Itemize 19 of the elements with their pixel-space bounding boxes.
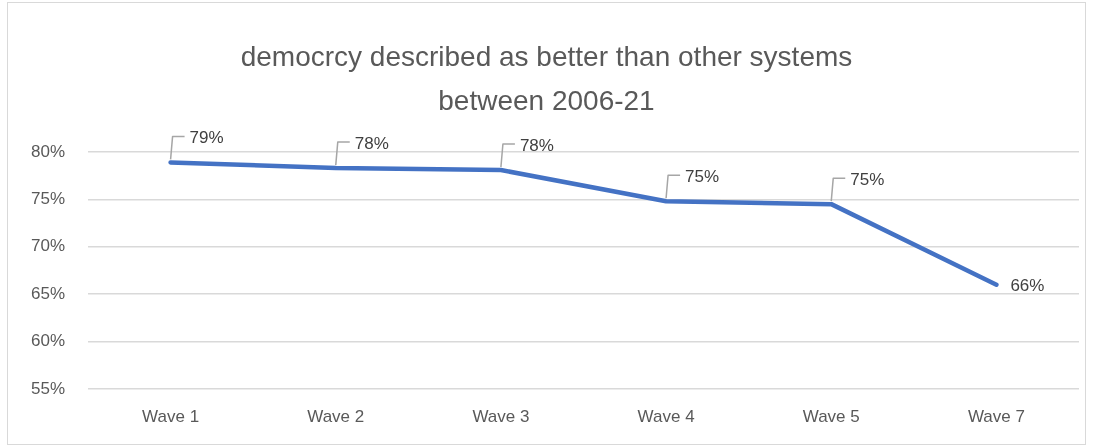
x-tick-label: Wave 2 (307, 406, 365, 426)
y-tick-label: 80% (30, 141, 65, 161)
x-tick-label: Wave 7 (967, 406, 1025, 426)
y-tick-label: 75% (30, 189, 65, 209)
y-tick-label: 65% (30, 283, 65, 303)
y-tick-label: 70% (30, 236, 65, 256)
chart-title: democrcy described as better than other systems between 2006-21 (239, 40, 854, 118)
y-tick-label: 55% (30, 378, 65, 398)
data-label: 78% (519, 135, 554, 155)
x-tick-label: Wave 1 (142, 406, 200, 426)
data-label: 79% (189, 128, 224, 148)
data-label: 78% (354, 133, 389, 153)
x-tick-label: Wave 3 (472, 406, 530, 426)
data-label: 75% (850, 169, 885, 189)
data-label: 66% (1010, 276, 1045, 296)
x-tick-label: Wave 5 (802, 406, 860, 426)
x-tick-label: Wave 4 (637, 406, 695, 426)
y-tick-label: 60% (30, 331, 65, 351)
data-label: 75% (685, 166, 720, 186)
